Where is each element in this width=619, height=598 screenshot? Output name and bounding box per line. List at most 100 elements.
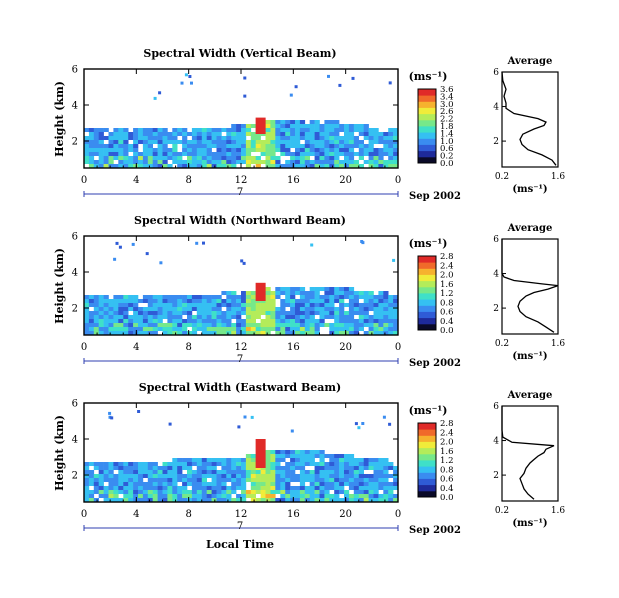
heatmap-cell (250, 478, 256, 482)
heatmap-cell (172, 494, 178, 498)
heatmap-cell (123, 152, 129, 156)
heatmap-cell (113, 156, 119, 160)
heatmap-cell (353, 482, 359, 486)
x-tick-label: 0 (395, 509, 401, 520)
heatmap-cell (275, 136, 281, 140)
heatmap-cell (348, 474, 355, 478)
heatmap-cell (216, 478, 222, 482)
heatmap-cell (196, 140, 202, 144)
heatmap-cell (270, 164, 276, 168)
heatmap-cell (147, 132, 153, 136)
heatmap-cell (84, 490, 90, 494)
heatmap-cell (93, 132, 99, 136)
heatmap-cell (319, 160, 325, 164)
heatmap-cell (98, 478, 104, 482)
heatmap-cell (147, 156, 153, 160)
heatmap-cell (206, 486, 212, 490)
heatmap-cell (290, 474, 296, 478)
heatmap-cell (241, 156, 247, 160)
heatmap-cell (280, 148, 286, 152)
heatmap-cell (172, 319, 178, 323)
heatmap-cell (118, 319, 124, 323)
heatmap-cell (211, 299, 217, 303)
heatmap-cell (123, 319, 129, 323)
heatmap-cell (348, 315, 355, 319)
heatmap-cell (196, 470, 202, 474)
heatmap-cell (98, 307, 104, 311)
heatmap-cell (363, 132, 369, 136)
heatmap-cell (373, 299, 379, 303)
heatmap-cell (255, 470, 261, 474)
heatmap-cell (368, 140, 374, 144)
heatmap-cell (201, 152, 207, 156)
heatmap-cell (187, 299, 193, 303)
heatmap-cell (250, 327, 256, 331)
heatmap-cell (167, 156, 173, 160)
heatmap-cell (226, 323, 232, 327)
heatmap-cell (191, 494, 198, 498)
heatmap-cell (319, 478, 325, 482)
average-x-tick-label: 1.6 (551, 506, 566, 516)
heatmap-cell (290, 120, 296, 124)
heatmap-cell (344, 287, 350, 291)
colorbar-tick-label: 1.6 (440, 447, 454, 457)
heatmap-cell (285, 160, 291, 164)
scatter-point (145, 252, 149, 256)
heatmap-cell (216, 319, 222, 323)
y-tick-label: 6 (72, 232, 78, 243)
heatmap-cell (353, 331, 359, 335)
heatmap-cell (353, 323, 359, 327)
heatmap-cell (275, 287, 281, 291)
heatmap-cell (304, 152, 310, 156)
heatmap-cell (128, 323, 134, 327)
heatmap-cell (162, 160, 168, 164)
heatmap-cell (270, 498, 276, 502)
heatmap-cell (250, 295, 256, 299)
heatmap-cell (142, 470, 149, 474)
heatmap-cell (162, 148, 168, 152)
heatmap-cell (211, 140, 217, 144)
heatmap-cell (250, 307, 256, 311)
heatmap-cell (113, 466, 119, 470)
heatmap-cell (172, 466, 178, 470)
heatmap-cell (211, 482, 217, 486)
heatmap-cell (309, 454, 315, 458)
heatmap-cell (142, 315, 149, 319)
heatmap-cell (167, 148, 173, 152)
heatmap-cell (270, 311, 276, 315)
heatmap-cell (221, 458, 227, 462)
heatmap-cell (93, 498, 99, 502)
heatmap-cell (191, 136, 198, 140)
heatmap-cell (329, 315, 335, 319)
heatmap-cell (368, 319, 374, 323)
heatmap-cell (103, 307, 109, 311)
heatmap-cells (84, 282, 399, 335)
heatmap-cell (245, 494, 252, 498)
heatmap-cell (329, 462, 335, 466)
heatmap-cell (265, 120, 271, 124)
heatmap-cell (250, 454, 256, 458)
heatmap-cell (250, 299, 256, 303)
heatmap-cell (231, 462, 237, 466)
heatmap-cell (250, 498, 256, 502)
heatmap-cell (295, 303, 301, 307)
scatter-point (110, 416, 114, 420)
heatmap-cell (363, 478, 369, 482)
x-tick-label: 4 (133, 342, 139, 353)
heatmap-cell (275, 124, 281, 128)
heatmap-cell (388, 323, 394, 327)
heatmap-cell (348, 482, 355, 486)
heatmap-cell (285, 311, 291, 315)
heatmap-cell (88, 490, 95, 494)
heatmap-cell (177, 299, 183, 303)
heatmap-cell (206, 132, 212, 136)
heatmap-cell (113, 462, 119, 466)
scatter-point (290, 429, 294, 433)
heatmap-cell (162, 140, 168, 144)
y-axis-label: Height (km) (53, 248, 66, 324)
heatmap-cell (275, 311, 281, 315)
heatmap-cell (241, 327, 247, 331)
heatmap-cell (324, 466, 330, 470)
heatmap-cell (348, 327, 355, 331)
